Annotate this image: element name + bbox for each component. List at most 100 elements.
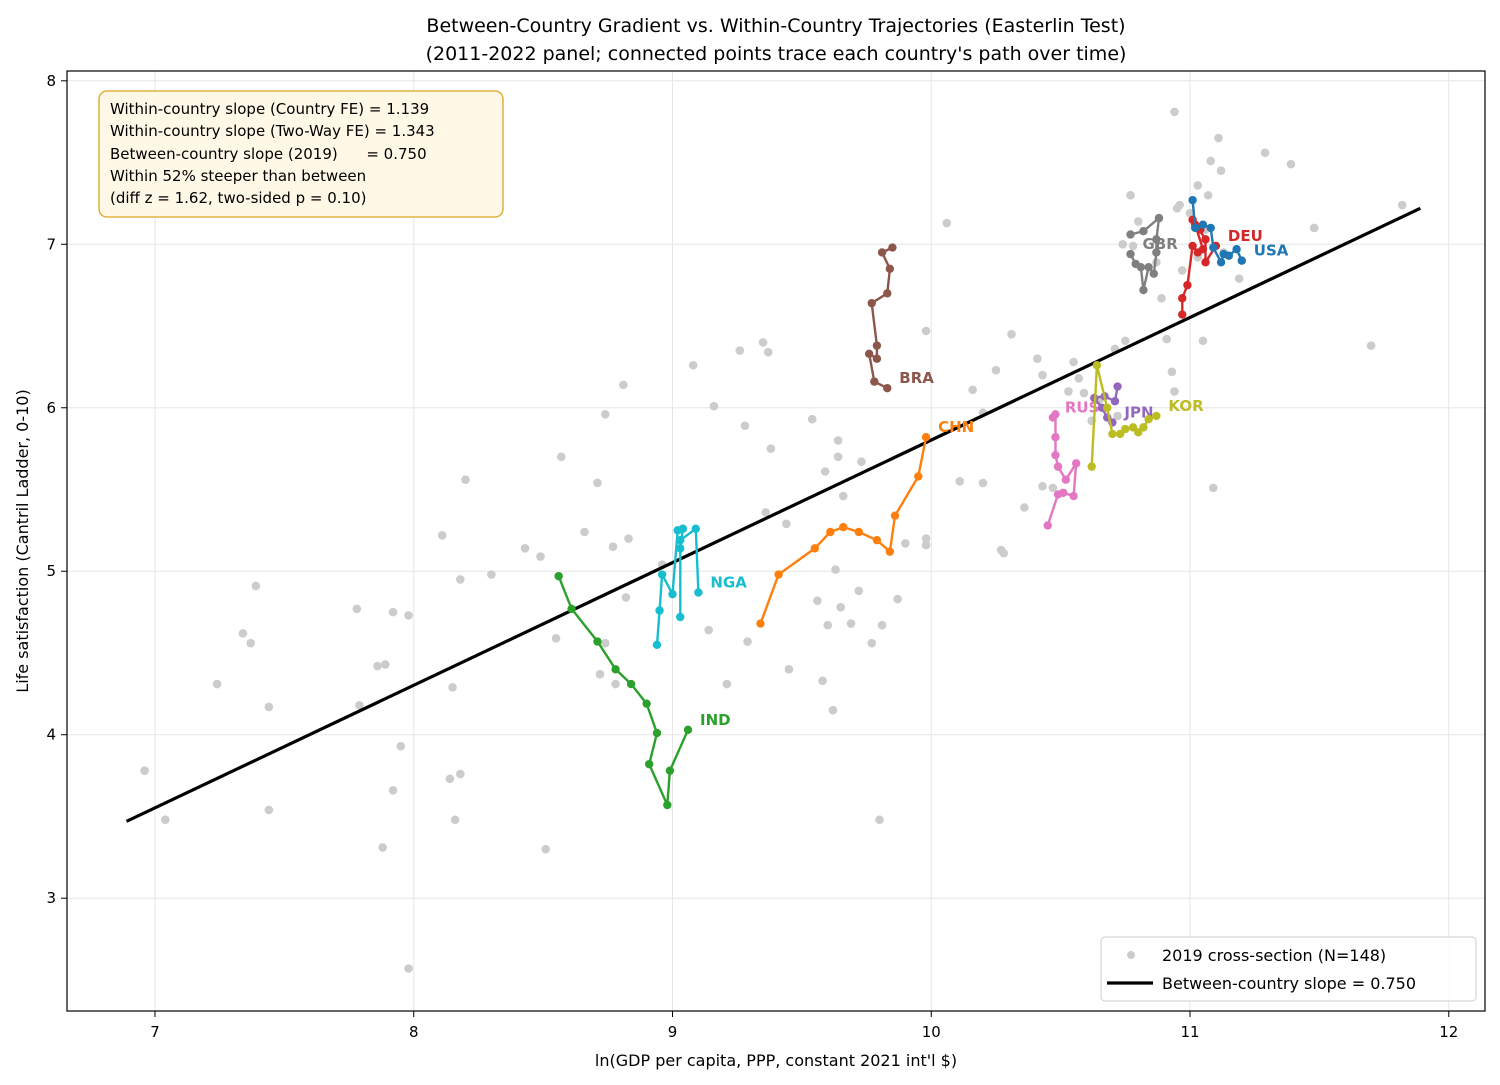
trajectory-bra: BRA <box>864 243 934 393</box>
cross-section-point <box>1064 387 1073 396</box>
cross-section-point <box>735 346 745 355</box>
cross-section-point <box>740 421 750 431</box>
cross-section-point <box>820 467 830 476</box>
y-tick-label: 4 <box>46 726 56 744</box>
trajectory-point <box>645 759 654 769</box>
trajectory-point <box>676 612 685 622</box>
stats-annotation-box: Within-country slope (Country FE) = 1.13… <box>98 90 504 218</box>
cross-section-point <box>1170 107 1179 117</box>
trajectory-point <box>1110 397 1120 406</box>
country-label-chn: CHN <box>938 418 974 436</box>
trajectory-point <box>888 243 897 252</box>
cross-section-point <box>1048 483 1058 493</box>
cross-section-point <box>373 661 382 671</box>
trajectory-nga: NGA <box>652 524 747 650</box>
cross-section-point <box>1033 354 1042 364</box>
trajectory-point <box>1139 423 1148 432</box>
cross-section-point <box>877 620 887 630</box>
cross-section-point <box>818 676 827 686</box>
trajectory-point <box>642 699 651 708</box>
trajectory-point <box>872 535 882 545</box>
chart-title: Between-Country Gradient vs. Within-Coun… <box>426 15 1125 37</box>
chart-subtitle: (2011-2022 panel; connected points trace… <box>426 43 1127 65</box>
trajectory-point <box>668 589 677 599</box>
trajectory-point <box>683 725 693 735</box>
trajectory-point <box>872 341 882 350</box>
cross-section-point <box>766 444 776 453</box>
trajectory-point <box>1144 262 1153 272</box>
trajectory-point <box>914 472 923 481</box>
trajectory-point <box>611 665 620 674</box>
trajectory-point <box>826 527 835 537</box>
trajectory-point <box>1053 462 1063 471</box>
cross-section-point <box>709 401 719 411</box>
cross-section-point <box>378 843 387 852</box>
cross-section-point <box>968 385 977 395</box>
annotation-line-2: Within-country slope (Two-Way FE) = 1.34… <box>110 122 435 140</box>
cross-section-point <box>807 414 817 424</box>
trajectory-point <box>665 766 675 775</box>
trajectory-point <box>1048 413 1058 422</box>
cross-section-point <box>978 478 988 488</box>
trajectory-point <box>1051 450 1060 460</box>
trajectory-point <box>1188 195 1197 205</box>
trajectory-point <box>885 264 895 274</box>
cross-section-point <box>704 625 714 635</box>
trajectory-point <box>810 544 820 553</box>
cross-section-point <box>1198 336 1208 346</box>
cross-section-point <box>857 457 866 467</box>
cross-section-point <box>1121 336 1130 346</box>
x-tick-label: 9 <box>668 1023 678 1041</box>
trajectory-point <box>1216 258 1226 267</box>
trajectory-point <box>756 619 765 628</box>
trajectory-point <box>657 570 667 579</box>
cross-section-point <box>551 633 561 643</box>
cross-section-point <box>600 638 610 648</box>
cross-section-point <box>1126 190 1135 200</box>
country-label-gbr: GBR <box>1143 235 1179 253</box>
cross-section-point <box>854 586 864 596</box>
cross-section-point <box>875 815 884 825</box>
trajectory-line <box>1046 413 1078 526</box>
cross-section-point <box>846 619 856 628</box>
cross-section-point <box>1118 239 1128 249</box>
trajectory-point <box>652 640 662 650</box>
trajectory-point <box>890 511 900 520</box>
country-label-ind: IND <box>700 711 731 729</box>
trajectory-point <box>1087 462 1096 471</box>
cross-section-point <box>1007 329 1016 339</box>
trajectory-point <box>1237 256 1246 265</box>
cross-section-point <box>722 679 732 689</box>
cross-section-point <box>1177 266 1187 275</box>
cross-section-point <box>246 638 256 648</box>
trajectory-point <box>774 570 783 579</box>
cross-section-point <box>999 548 1009 558</box>
cross-section-point <box>743 637 752 646</box>
cross-section-point <box>991 365 1001 375</box>
cross-section-point <box>593 478 602 488</box>
trajectory-point <box>1069 491 1078 501</box>
cross-section-point <box>1079 388 1089 398</box>
cross-section-point <box>1366 341 1376 350</box>
cross-section-point <box>921 540 931 550</box>
cross-section-point <box>1209 483 1218 493</box>
cross-section-point <box>212 679 222 689</box>
cross-section-point <box>813 596 822 605</box>
cross-section-point <box>487 570 496 579</box>
trajectory-point <box>554 571 563 581</box>
cross-section-point <box>1234 274 1244 283</box>
y-tick-label: 8 <box>46 72 56 90</box>
cross-section-point <box>763 347 773 357</box>
cross-section-point <box>1069 357 1078 367</box>
cross-section-point <box>624 534 633 543</box>
cross-section-point <box>1175 200 1184 210</box>
trajectory-point <box>921 432 931 442</box>
trajectory-point <box>864 349 874 359</box>
cross-section-point <box>833 452 843 462</box>
cross-section-point <box>836 602 845 612</box>
cross-section-point <box>437 530 447 540</box>
trajectory-point <box>652 728 662 738</box>
trajectory-kor: KOR <box>1087 361 1204 471</box>
